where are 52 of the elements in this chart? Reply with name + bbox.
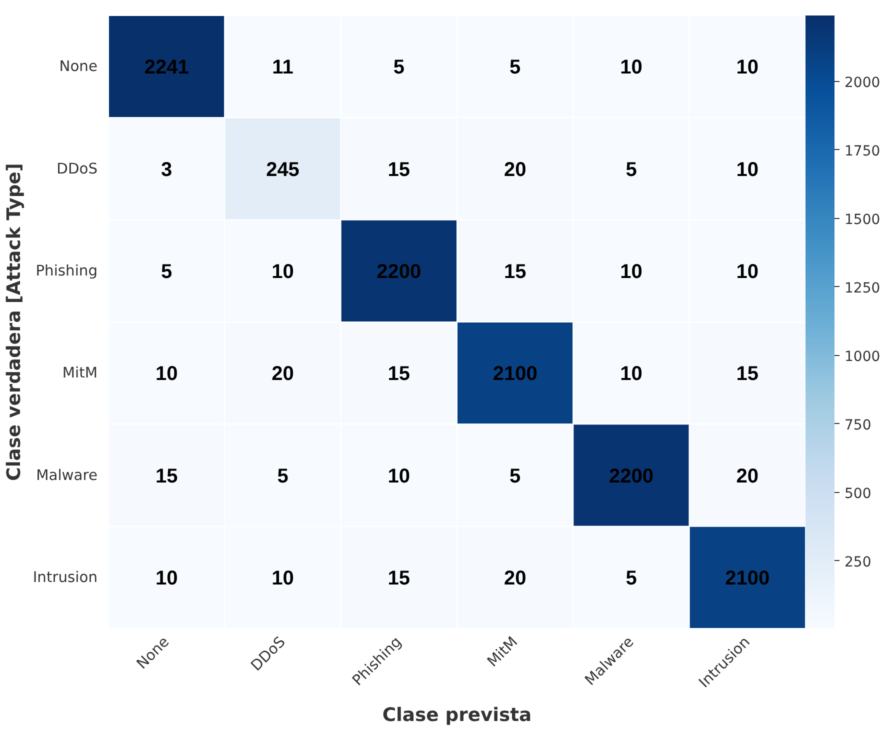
data-label: 20 [736,465,759,488]
data-label: 3 [161,158,172,181]
y-tick-label: Phishing [36,262,98,280]
color-bar-label: 500 [844,486,872,502]
y-axis-title: Clase verdadera [Attack Type] [4,163,25,481]
data-label: 15 [388,363,410,386]
data-label: 2241 [144,56,189,79]
data-label: 15 [388,158,410,181]
data-label: 5 [510,56,521,79]
data-label: 5 [626,567,637,590]
data-label: 10 [388,465,410,488]
data-label: 10 [620,363,642,386]
data-label: 10 [272,567,294,590]
data-label: 10 [620,260,642,283]
data-label: 15 [504,260,526,283]
y-tick-label: DDoS [56,160,98,178]
data-label: 20 [504,567,526,590]
data-label: 245 [266,158,300,181]
color-bar-label: 1500 [844,212,880,228]
data-label: 5 [393,56,404,79]
data-label: 10 [736,158,759,181]
color-bar-label: 1750 [844,143,880,160]
data-label: 2200 [609,465,654,488]
y-tick-label: MitM [62,364,98,382]
data-label: 11 [272,56,294,79]
data-label: 20 [504,158,526,181]
data-label: 10 [736,260,759,283]
x-axis-title: Clase prevista [382,705,532,726]
data-label: 5 [161,260,172,283]
data-label: 2100 [725,567,770,590]
data-label: 5 [510,465,521,488]
data-label: 2200 [376,260,422,283]
data-label: 2100 [492,363,538,386]
data-label: 5 [277,465,288,488]
color-bar-label: 1000 [844,348,880,365]
data-label: 10 [272,260,294,283]
color-bar-label: 2000 [844,75,880,92]
data-label: 15 [736,363,759,386]
data-label: 10 [620,56,642,79]
data-label: 15 [155,465,178,488]
color-bar-label: 750 [844,417,872,434]
color-bar-label: 250 [844,554,872,570]
data-label: 10 [736,56,759,79]
data-label: 10 [155,567,178,590]
data-label: 10 [155,363,178,386]
data-label: 15 [388,567,410,590]
y-tick-label: Malware [36,466,98,484]
y-tick-label: None [59,58,98,76]
y-tick-label: Intrusion [32,568,98,586]
data-label: 5 [626,158,637,181]
color-bar-label: 1250 [844,280,880,296]
data-label: 20 [272,363,294,386]
